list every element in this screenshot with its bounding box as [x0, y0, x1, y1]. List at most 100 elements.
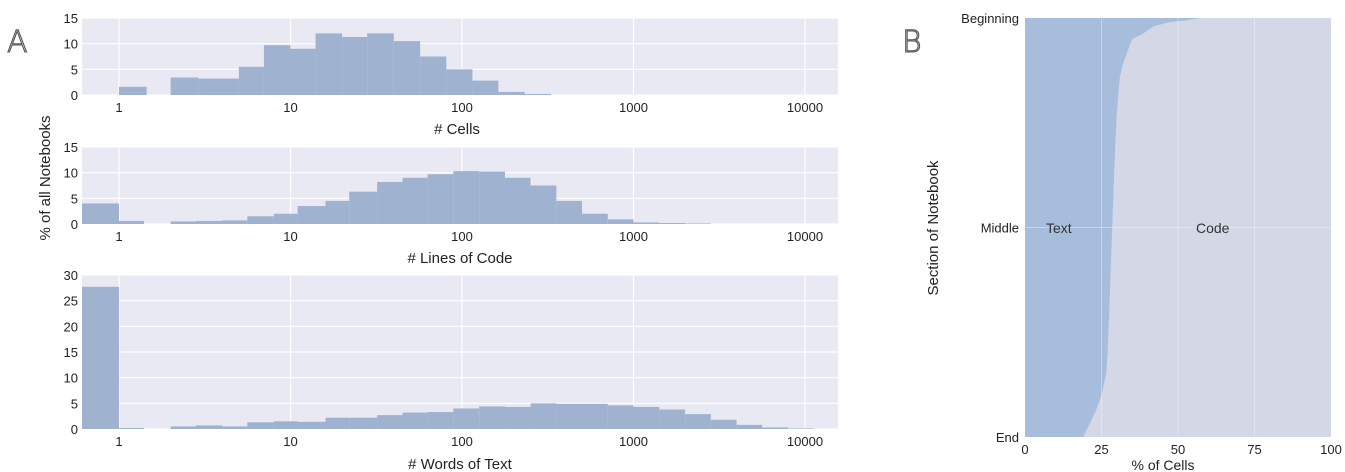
words-of-text-bar — [788, 428, 814, 429]
words-of-text-ytick: 0 — [71, 422, 78, 437]
lines-of-code-xtick: 100 — [451, 229, 473, 244]
lines-of-code-ytick: 15 — [64, 140, 78, 155]
cells-bar — [420, 56, 447, 95]
lines-of-code-xtick: 1 — [115, 229, 122, 244]
lines-of-code-bar — [685, 223, 711, 224]
words-of-text-ytick: 20 — [64, 319, 78, 334]
section-xtick: 25 — [1094, 442, 1108, 457]
cells-bar — [472, 80, 499, 95]
lines-of-code-bar — [119, 220, 145, 224]
lines-of-code-bar — [377, 181, 403, 224]
cells-bar — [170, 77, 199, 95]
cells-xtick: 100 — [451, 100, 473, 115]
words-of-text-bar — [607, 405, 634, 429]
lines-of-code-bar — [170, 221, 196, 224]
cells-xtick: 10 — [283, 100, 297, 115]
lines-of-code-bar — [297, 206, 326, 224]
cells-percent-xlabel: % of Cells — [1131, 457, 1194, 472]
cells-ytick: 5 — [71, 62, 78, 77]
cells-xtick: 10000 — [787, 100, 823, 115]
section-xtick: 50 — [1171, 442, 1185, 457]
cells-bar — [263, 45, 291, 95]
section-xtick: 100 — [1320, 442, 1342, 457]
cells-bar — [315, 33, 343, 95]
words-of-text-bar — [736, 424, 763, 429]
lines-of-code-xtick: 10 — [283, 229, 297, 244]
words-of-text-xtick: 100 — [451, 434, 473, 449]
cells-bar — [198, 78, 239, 95]
cells-bar — [524, 93, 551, 95]
words-of-text-ytick: 10 — [64, 371, 78, 386]
cells-bar — [446, 69, 473, 95]
lines-of-code-histogram: 0 5 10 15 1 10 100 1000 10000 — [64, 140, 838, 244]
words-of-text-bar — [222, 426, 248, 429]
panel-a-ylabel: % of all Notebooks — [37, 115, 54, 240]
cells-bar — [498, 91, 525, 95]
lines-of-code-bar — [607, 219, 634, 224]
words-of-text-bar — [170, 426, 196, 429]
cells-bar — [342, 36, 368, 95]
words-of-text-xtick: 1 — [115, 434, 122, 449]
cells-xtick: 1000 — [619, 100, 648, 115]
words-of-text-ytick: 5 — [71, 396, 78, 411]
lines-of-code-bar — [195, 220, 223, 224]
words-of-text-bar — [479, 406, 505, 429]
section-ytick: End — [996, 430, 1019, 445]
code-area-label: Code — [1196, 220, 1230, 236]
words-of-text-bar — [297, 421, 326, 429]
lines-of-code-bar — [479, 171, 505, 224]
lines-of-code-ytick: 0 — [71, 217, 78, 232]
words-of-text-bar — [710, 419, 737, 429]
words-of-text-bar — [582, 403, 608, 429]
section-xtick: 0 — [1021, 442, 1028, 457]
words-of-text-bar — [685, 414, 711, 429]
lines-of-code-bar — [530, 185, 557, 224]
cells-ytick: 10 — [64, 37, 78, 52]
cells-ytick: 15 — [64, 11, 78, 26]
cells-bar — [290, 48, 316, 95]
words-of-text-xtick: 10000 — [787, 434, 823, 449]
words-of-text-bar — [349, 417, 378, 429]
words-of-text-xlabel: # Words of Text — [408, 456, 512, 472]
words-of-text-bar — [762, 427, 789, 429]
words-of-text-ytick: 15 — [64, 345, 78, 360]
cells-bar — [393, 41, 421, 95]
text-area — [1025, 18, 1200, 437]
words-of-text-xtick: 1000 — [619, 434, 648, 449]
words-of-text-bar — [119, 427, 145, 429]
words-of-text-bar — [82, 286, 119, 429]
cells-xtick: 1 — [115, 100, 122, 115]
words-of-text-bar — [633, 406, 660, 429]
panel-a-letter: A — [7, 25, 28, 60]
text-area-label: Text — [1046, 220, 1072, 236]
words-of-text-bar — [427, 412, 454, 429]
lines-of-code-ytick: 5 — [71, 191, 78, 206]
lines-of-code-bar — [504, 177, 531, 224]
words-of-text-bar — [247, 422, 274, 429]
lines-of-code-ytick: 10 — [64, 166, 78, 181]
words-of-text-bar — [659, 409, 686, 429]
section-area-chart: 0 25 50 75 100 Beginning Middle End — [961, 11, 1342, 457]
words-of-text-ytick: 25 — [64, 294, 78, 309]
lines-of-code-bar — [247, 216, 274, 224]
words-of-text-bar — [504, 406, 531, 429]
words-of-text-bar — [325, 417, 350, 429]
lines-of-code-bar — [453, 171, 480, 224]
words-of-text-bar — [377, 415, 403, 429]
cells-xlabel: # Cells — [434, 121, 480, 138]
panel-b-letter: B — [902, 25, 922, 60]
words-of-text-xtick: 10 — [283, 434, 297, 449]
lines-of-code-bar — [349, 191, 378, 224]
lines-of-code-bar — [582, 213, 608, 224]
section-ylabel: Section of Notebook — [925, 160, 942, 296]
section-xtick: 75 — [1247, 442, 1261, 457]
lines-of-code-bar — [222, 220, 248, 224]
section-ytick: Beginning — [961, 11, 1019, 26]
lines-of-code-bar — [427, 174, 454, 224]
cells-bar — [119, 86, 147, 95]
cells-bar — [367, 33, 394, 95]
words-of-text-bar — [195, 425, 223, 429]
lines-of-code-bar — [402, 177, 428, 224]
lines-of-code-bar — [556, 200, 583, 224]
